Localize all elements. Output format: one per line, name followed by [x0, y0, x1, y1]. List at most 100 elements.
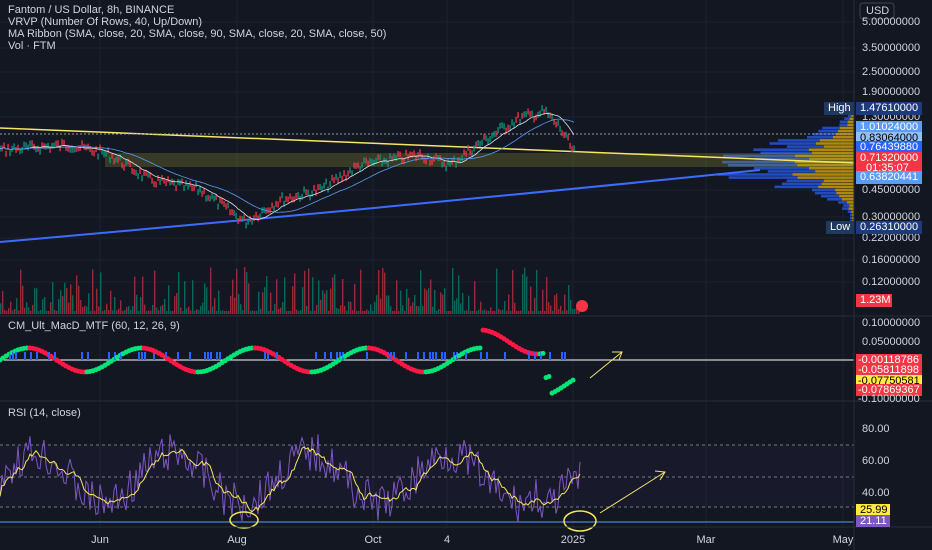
- price-label: 0.16000000: [862, 254, 920, 266]
- candle: [495, 130, 497, 137]
- volume-bar: [106, 303, 108, 314]
- currency-button[interactable]: [859, 2, 895, 20]
- volume-bar: [278, 308, 280, 314]
- candle: [191, 185, 193, 192]
- volume-bar: [416, 305, 418, 314]
- candle: [457, 157, 459, 164]
- volume-bar: [54, 309, 56, 314]
- volume-bar: [224, 310, 226, 314]
- candle: [425, 158, 427, 165]
- volume-profile: [786, 145, 824, 148]
- price-label: 5.00000000: [862, 16, 920, 28]
- macd-hist: [441, 352, 443, 360]
- volume-bar: [62, 296, 64, 314]
- candle: [491, 132, 493, 139]
- candle: [221, 198, 223, 205]
- macd-hist: [204, 352, 206, 360]
- candle: [485, 135, 487, 142]
- volume-bar: [558, 309, 560, 314]
- candle: [345, 174, 347, 181]
- volume-bar: [238, 294, 240, 314]
- candle: [283, 200, 285, 207]
- candle: [247, 218, 249, 225]
- volume-profile: [806, 136, 833, 139]
- volume-bar: [128, 306, 130, 314]
- volume-bar: [354, 283, 356, 314]
- candle: [483, 133, 485, 140]
- candle: [563, 132, 565, 139]
- volume-profile: [728, 176, 798, 179]
- volume-bar: [134, 276, 136, 314]
- macd-value: -0.07750581: [858, 375, 920, 387]
- volume-bar: [236, 268, 238, 314]
- volume-bar: [444, 288, 446, 314]
- candle: [121, 162, 123, 169]
- volume-bar: [374, 301, 376, 314]
- volume-bar: [480, 301, 482, 314]
- volume-bar: [434, 289, 436, 314]
- candle: [275, 200, 277, 207]
- volume-bar: [78, 285, 80, 314]
- candle: [347, 170, 349, 177]
- volume-bar: [574, 308, 576, 314]
- candle: [493, 131, 495, 138]
- candle: [341, 175, 343, 182]
- currency[interactable]: USD: [866, 5, 889, 17]
- candle: [255, 211, 257, 218]
- candle: [315, 189, 317, 196]
- candle: [459, 157, 461, 164]
- volume-profile: [837, 129, 854, 133]
- volume-bar: [48, 310, 50, 314]
- candle: [391, 155, 393, 162]
- candle: [7, 143, 9, 150]
- volume-profile: [777, 139, 820, 142]
- candle: [135, 169, 137, 176]
- candle: [125, 159, 127, 166]
- candle: [461, 155, 463, 162]
- volume-bar: [510, 310, 512, 314]
- candle: [357, 162, 359, 169]
- volume-profile: [815, 142, 854, 145]
- volume-bar: [162, 304, 164, 314]
- volume-bar: [194, 310, 196, 314]
- volume-bar: [384, 272, 386, 314]
- volume-profile: [812, 188, 836, 192]
- candle: [153, 181, 155, 188]
- candle: [93, 150, 95, 157]
- candle: [395, 154, 397, 161]
- candle: [219, 197, 221, 204]
- volume-profile: [841, 198, 854, 201]
- price-label: 3.50000000: [862, 42, 920, 54]
- rsi-value: 25.99: [860, 504, 888, 516]
- volume-bar: [244, 267, 246, 314]
- volume-bar: [256, 310, 258, 314]
- candle: [537, 111, 539, 118]
- volume-bar: [534, 297, 536, 314]
- candle: [73, 146, 75, 153]
- candle: [251, 218, 253, 225]
- volume-bar: [552, 310, 554, 314]
- volume-profile: [842, 207, 849, 210]
- volume-bar: [542, 289, 544, 314]
- volume-bar: [216, 311, 218, 314]
- candle: [551, 113, 553, 120]
- volume-bar: [124, 310, 126, 314]
- volume-bar: [290, 310, 292, 314]
- macd-hist: [264, 352, 266, 360]
- candle: [337, 177, 339, 184]
- macd-hist: [393, 352, 395, 360]
- candle: [421, 153, 423, 160]
- candle: [183, 185, 185, 192]
- volume-bar: [226, 310, 228, 314]
- macd-value: -0.07869367: [858, 384, 920, 396]
- candle: [517, 112, 519, 119]
- volume-bar: [26, 302, 28, 314]
- annotation-arrow: [599, 470, 666, 514]
- macd-hist: [432, 352, 434, 360]
- volume-bar: [308, 268, 310, 314]
- badge: [856, 121, 922, 134]
- volume-bar: [318, 280, 320, 314]
- macd-hist: [153, 352, 155, 360]
- volume-bar: [158, 310, 160, 314]
